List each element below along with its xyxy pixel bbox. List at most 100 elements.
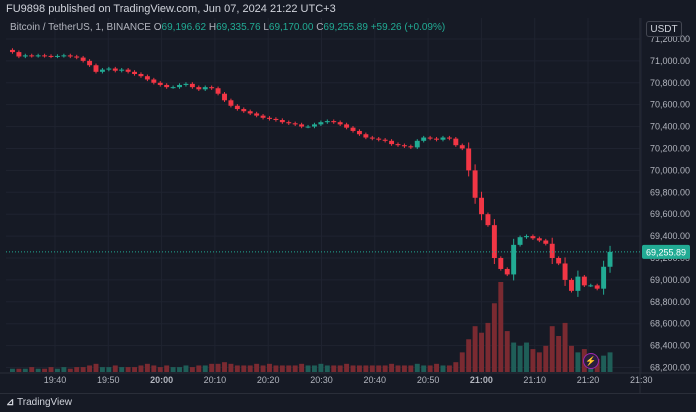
candle-body [241,109,247,112]
volume-bar [472,326,478,372]
candle-body [485,214,491,226]
volume-bar [324,365,330,372]
candle-body [54,55,60,57]
candle-body [42,55,48,57]
candle-body [35,55,41,57]
candle-body [594,285,600,289]
footer: ⊿ TradingView [0,393,696,412]
close-value: 69,255.89 [323,22,368,33]
candle-body [132,71,138,74]
volume-bar [459,352,465,372]
chart-area[interactable]: 71,200.00 71,000.00 70,800.00 70,600.00 70,4… [0,18,696,394]
x-tick-label: 20:30 [310,375,333,385]
candle-body [234,105,240,110]
candle-body [569,279,574,291]
candle-body [202,87,208,90]
volume-bar [54,368,60,372]
close-label: C [316,22,324,33]
change-value: +59.26 (+0.09%) [370,22,446,33]
volume-bar [125,367,131,372]
volume-bar [350,365,356,372]
volume-bar [67,368,73,372]
candle-body [337,122,343,125]
candle-body [93,65,99,72]
x-tick-label: 20:00 [150,375,173,385]
volume-bar [189,367,195,372]
volume-bar [318,363,324,372]
candle-body [466,148,472,171]
candle-body [138,74,144,77]
volume-bar [222,362,227,372]
volume-bar [61,367,67,372]
candle-body [427,137,433,139]
high-label: H [208,22,217,33]
high-value: 69,335.76 [216,22,261,33]
candle-body [279,120,285,123]
price-chart[interactable]: 71,200.00 71,000.00 70,800.00 70,600.00 70,4… [0,18,696,394]
candle-body [575,276,581,291]
candle-body [324,121,330,123]
candle-body [112,68,118,71]
y-tick-label: 71,200.00 [650,34,690,44]
volume-bar [273,365,279,372]
volume-bar [35,368,41,372]
volume-bar [177,367,182,372]
candle-body [16,52,22,57]
volume-bar [254,363,260,372]
x-tick-label: 20:50 [417,375,440,385]
candle-body [504,268,510,275]
y-tick-label: 70,200.00 [650,143,690,153]
volume-bar [337,365,343,372]
volume-bar [93,363,99,372]
volume-bar [434,363,440,372]
volume-bar [389,363,395,372]
candle-body [318,122,324,125]
candle-body [472,170,478,198]
volume-bar [491,303,497,372]
flash-icon[interactable]: ⚡ [583,353,599,369]
tradingview-logo-icon: ⊿ [6,397,15,408]
candle-body [459,145,465,149]
x-tick-label: 21:30 [630,375,653,385]
candle-body [177,84,182,88]
volume-bar [10,368,15,372]
volume-bar [344,363,350,372]
open-label: O [153,22,162,33]
currency-button[interactable]: USDT [646,21,682,37]
volume-bar [305,365,311,372]
candle-body [376,138,382,140]
volume-bar [504,331,510,372]
last-price-label: 69,255.89 [646,247,686,257]
open-value: 69,196.62 [161,22,207,33]
candle-body [67,55,73,57]
y-tick-label: 70,600.00 [650,100,690,110]
volume-bar [144,363,150,372]
x-tick-label: 19:50 [97,375,120,385]
candle-body [601,266,607,289]
candle-body [344,124,350,128]
volume-bar [556,336,562,372]
candle-body [498,258,504,269]
ohlc-legend: Bitcoin / TetherUS, 1, BINANCE O69,196.6… [10,22,445,33]
volume-bar [260,365,266,372]
volume-bar [376,365,382,372]
volume-bar [209,363,215,372]
candle-body [543,240,549,244]
y-tick-label: 69,600.00 [650,209,690,219]
volume-bar [414,363,420,372]
volume-bar [479,332,484,372]
candle-body [350,127,356,131]
volume-bar [601,355,607,372]
candle-body [74,56,80,58]
candle-body [536,238,542,241]
x-tick-label: 19:40 [44,375,67,385]
tradingview-logo[interactable]: ⊿ TradingView [6,397,72,408]
candle-body [196,87,202,90]
candle-body [119,69,125,71]
candle-body [87,60,93,66]
volume-bar [408,365,414,372]
volume-bar [530,349,536,372]
candle-body [562,263,568,280]
volume-bar [453,362,459,372]
candle-body [395,144,401,146]
